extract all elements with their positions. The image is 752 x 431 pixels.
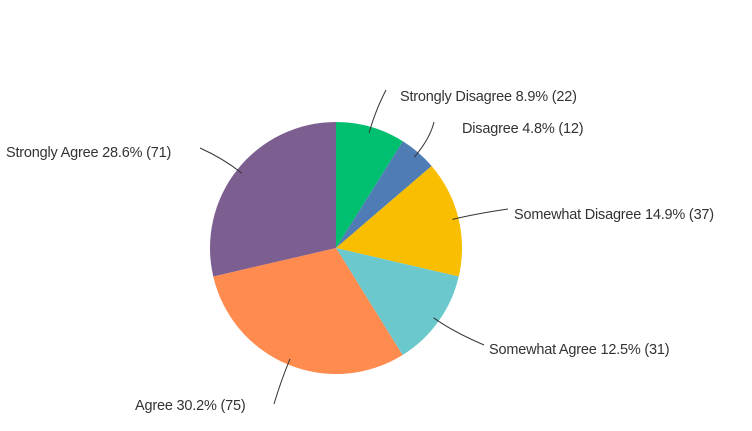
label-agree: Agree 30.2% (75)	[135, 398, 245, 414]
label-disagree: Disagree 4.8% (12)	[462, 121, 583, 137]
pie-slice-strongly-disagree	[336, 122, 403, 248]
pie-slice-agree	[213, 248, 403, 374]
pie-slice-strongly-agree	[210, 122, 336, 277]
leader-lines	[199, 89, 509, 405]
label-somewhat-agree: Somewhat Agree 12.5% (31)	[489, 342, 669, 358]
pie-slice-somewhat-disagree	[336, 165, 462, 277]
pie-slice-disagree	[336, 141, 432, 248]
leader-line-agree	[273, 358, 291, 405]
label-somewhat-disagree: Somewhat Disagree 14.9% (37)	[514, 207, 714, 223]
leader-line-strongly-disagree	[368, 89, 387, 133]
label-strongly-agree: Strongly Agree 28.6% (71)	[6, 145, 171, 161]
leader-line-strongly-agree	[199, 147, 243, 174]
leader-line-somewhat-agree	[433, 317, 485, 346]
pie-slice-somewhat-agree	[336, 248, 459, 355]
pie-slices	[210, 122, 462, 374]
leader-line-disagree	[413, 121, 435, 158]
label-strongly-disagree: Strongly Disagree 8.9% (22)	[400, 89, 577, 105]
slice-labels: Strongly Disagree 8.9% (22) Disagree 4.8…	[6, 89, 714, 414]
leader-line-somewhat-disagree	[452, 208, 509, 220]
